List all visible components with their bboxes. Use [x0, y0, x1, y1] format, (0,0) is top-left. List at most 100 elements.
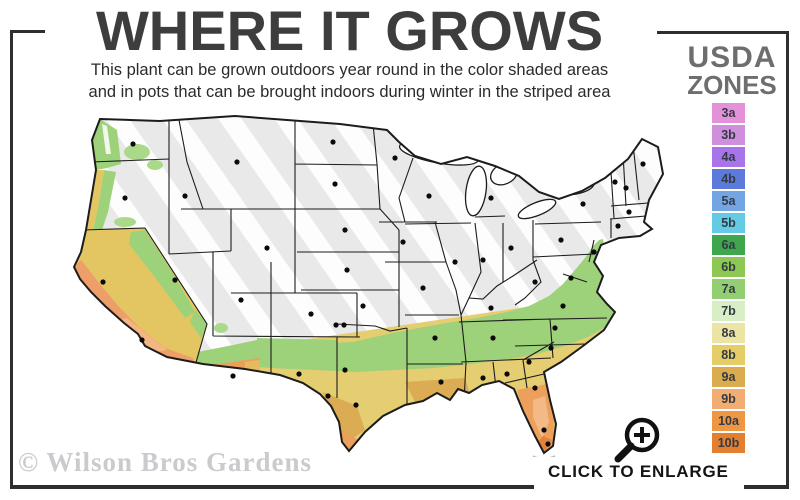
subtitle-line-1: This plant can be grown outdoors year ro… [90, 61, 609, 79]
city-dot [130, 141, 136, 147]
city-dot [172, 277, 178, 283]
city-dot [568, 275, 574, 281]
zone-salmon-cacoast [74, 260, 195, 366]
zone-chip-5b: 5b [712, 213, 745, 233]
zone-green-utah-patch [214, 323, 228, 333]
city-dot [591, 249, 597, 255]
city-dot [480, 375, 486, 381]
page-title: WHERE IT GROWS [95, 0, 604, 62]
zone-chip-8a: 8a [712, 323, 745, 343]
city-dot [558, 237, 564, 243]
zone-green-band [191, 239, 615, 372]
city-dot [308, 311, 314, 317]
city-dot [139, 337, 145, 343]
city-dot [325, 393, 331, 399]
florida-keys [532, 455, 556, 460]
zone-deeporange-floridatip [538, 436, 552, 452]
watermark: © Wilson Bros Gardens [18, 447, 312, 477]
city-dot [230, 373, 236, 379]
city-dot [526, 359, 532, 365]
zone-green-sierra [129, 230, 195, 318]
city-dot [353, 402, 359, 408]
zone-chip-10a: 10a [712, 411, 745, 431]
zone-gold-arizonaeast [245, 360, 260, 402]
frame-top-left-horizontal [10, 30, 45, 33]
city-dot [122, 195, 128, 201]
city-dot [480, 257, 486, 263]
city-dot [452, 259, 458, 265]
click-to-enlarge-label[interactable]: CLICK TO ENLARGE [548, 462, 729, 481]
city-dot [360, 303, 366, 309]
zone-chip-6b: 6b [712, 257, 745, 277]
city-dot [612, 179, 618, 185]
zone-green-newmexico [257, 338, 337, 362]
city-dot [420, 285, 426, 291]
city-dot [341, 322, 347, 328]
city-dot [490, 335, 496, 341]
zone-chip-9a: 9a [712, 367, 745, 387]
magnifier-plus-icon[interactable] [608, 410, 664, 466]
city-dot [623, 185, 629, 191]
puget-sound [102, 124, 111, 154]
zone-green-washington-east2 [147, 160, 163, 170]
city-dot [392, 155, 398, 161]
city-dot [560, 303, 566, 309]
zone-green-oregon [93, 170, 116, 230]
legend-title-line-2: ZONES [687, 69, 777, 100]
zone-chip-7b: 7b [712, 301, 745, 321]
city-dot [532, 279, 538, 285]
city-dot [548, 345, 554, 351]
zone-green-oregon-patch [114, 217, 136, 227]
city-dot [432, 335, 438, 341]
us-zone-map-svg [72, 114, 665, 460]
state-borders [82, 117, 649, 410]
city-dot [438, 379, 444, 385]
city-dot [400, 239, 406, 245]
zone-chip-10b: 10b [712, 433, 745, 453]
zone-chip-4b: 4b [712, 169, 745, 189]
city-dot [626, 209, 632, 215]
city-dot [182, 193, 188, 199]
city-dot [238, 297, 244, 303]
city-dot [640, 161, 646, 167]
us-zone-map[interactable] [45, 112, 665, 460]
zone-chip-8b: 8b [712, 345, 745, 365]
frame-right-vertical [786, 31, 789, 489]
frame-left-vertical [10, 30, 13, 489]
zone-chip-5a: 5a [712, 191, 745, 211]
city-dot [264, 245, 270, 251]
city-dot [332, 181, 338, 187]
frame-top-right-horizontal [657, 31, 789, 34]
frame-bottom-right-horizontal [744, 485, 789, 489]
frame-bottom-left-horizontal [10, 485, 534, 489]
subtitle: This plant can be grown outdoors year ro… [22, 60, 677, 104]
city-dot [508, 245, 514, 251]
zone-gold-california [74, 228, 207, 366]
zone-green-nevadatip [190, 310, 207, 338]
city-dot [100, 279, 106, 285]
zone-chip-6a: 6a [712, 235, 745, 255]
zone-chip-7a: 7a [712, 279, 745, 299]
zone-green-washington-east [124, 144, 150, 160]
city-dot [330, 139, 336, 145]
city-dots [100, 139, 646, 447]
city-dot [504, 371, 510, 377]
city-dot [488, 305, 494, 311]
legend-title: USDA ZONES [672, 43, 792, 100]
lake-michigan [464, 165, 488, 217]
city-dot [615, 223, 621, 229]
us-outline [72, 114, 665, 455]
zone-peach-florida [533, 396, 549, 438]
lake-erie [517, 198, 557, 220]
zone-chip-4a: 4a [712, 147, 745, 167]
city-dot [342, 227, 348, 233]
zone-green-arizonanorth [197, 340, 260, 366]
zone-list: 3a 3b 4a 4b 5a 5b 6a 6b 7a 7b 8a 8b 9a 9b 10a 10b [712, 103, 745, 455]
subtitle-line-2: and in pots that can be brought indoors … [88, 82, 611, 101]
zone-gold-oregoncoast [86, 170, 104, 230]
city-dot [488, 195, 494, 201]
city-dot [296, 371, 302, 377]
city-dot [552, 325, 558, 331]
city-dot [532, 385, 538, 391]
